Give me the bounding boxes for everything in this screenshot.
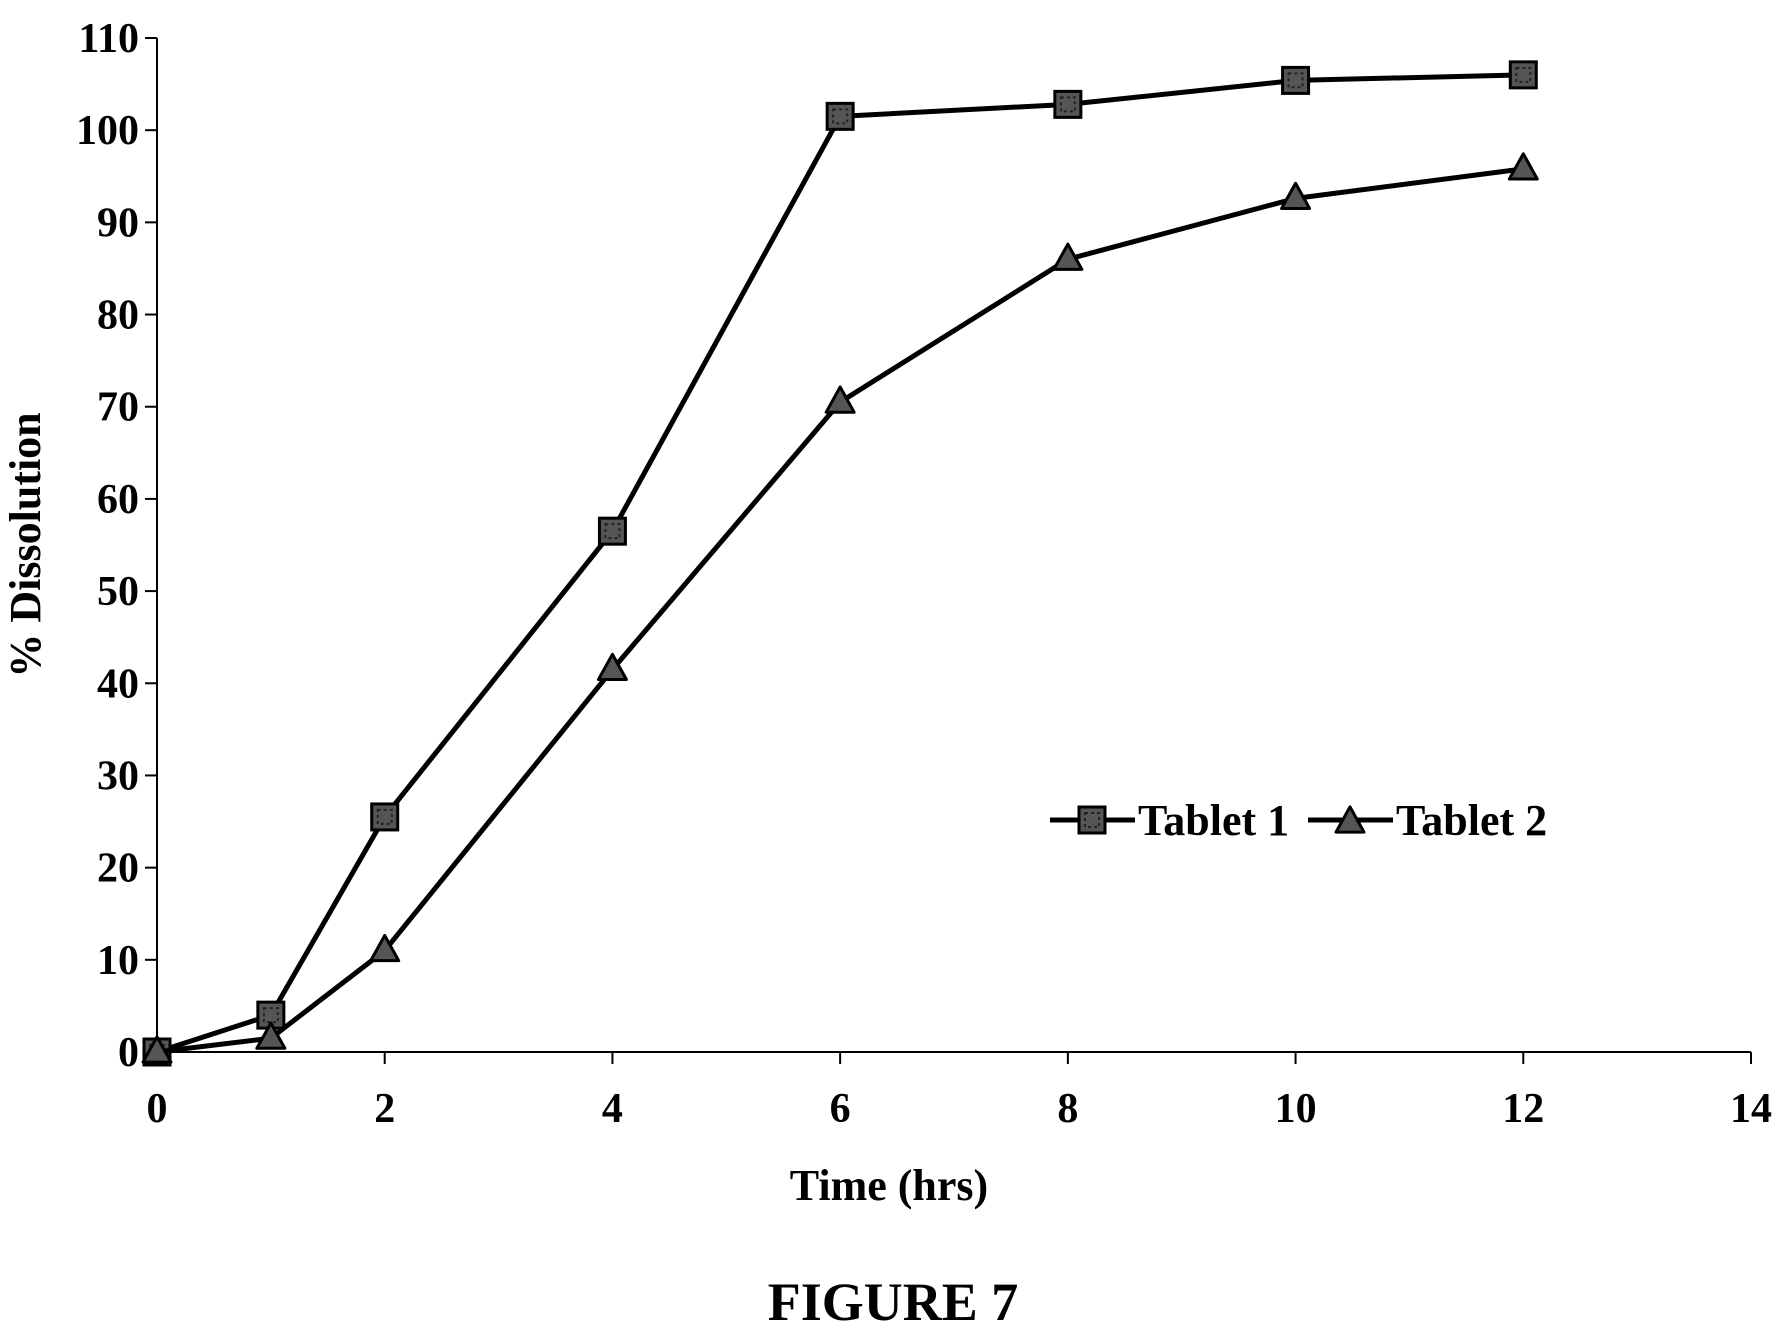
y-tick-label: 110 <box>78 16 139 62</box>
data-point <box>1052 242 1084 271</box>
y-tick-label: 60 <box>97 477 139 523</box>
y-tick-label: 40 <box>97 661 139 707</box>
y-tick-label: 0 <box>118 1030 139 1076</box>
legend-label: Tablet 2 <box>1396 796 1547 845</box>
legend-marker <box>1334 805 1366 834</box>
series-tablet-1 <box>142 60 1538 1067</box>
y-axis-title: % Dissolution <box>1 412 50 677</box>
y-tick-label: 20 <box>97 846 139 892</box>
data-point <box>1508 60 1538 90</box>
data-point <box>1507 152 1539 181</box>
x-tick-label: 4 <box>602 1086 623 1132</box>
data-point <box>1280 181 1312 210</box>
x-axis-title: Time (hrs) <box>790 1161 988 1210</box>
data-point <box>825 101 855 131</box>
legend: Tablet 1 Tablet 2 <box>1050 796 1547 845</box>
data-point <box>597 516 627 546</box>
data-point <box>255 1021 287 1050</box>
data-point <box>1281 65 1311 95</box>
x-tick-label: 2 <box>374 1086 395 1132</box>
series-tablet-2 <box>141 152 1539 1064</box>
y-tick-label: 90 <box>97 200 139 246</box>
legend-label: Tablet 1 <box>1138 796 1289 845</box>
x-tick-label: 6 <box>830 1086 851 1132</box>
figure-caption: FIGURE 7 <box>768 1272 1019 1332</box>
y-tick-label: 10 <box>97 938 139 984</box>
axes: 0 10 20 30 40 50 60 70 80 90 100 110 0 2 4 6 8 10 12 14 <box>76 16 1772 1132</box>
data-point <box>141 1035 173 1064</box>
y-tick-label: 80 <box>97 293 139 339</box>
y-tick-label: 70 <box>97 385 139 431</box>
data-point <box>596 652 628 682</box>
x-ticks: 0 2 4 6 8 10 12 14 <box>147 1052 1772 1132</box>
plot-series <box>141 60 1539 1067</box>
y-tick-label: 30 <box>97 753 139 799</box>
y-ticks: 0 10 20 30 40 50 60 70 80 90 100 110 <box>76 16 157 1076</box>
legend-item-2: Tablet 2 <box>1308 796 1547 845</box>
series-line <box>156 166 1524 1055</box>
data-point <box>1053 89 1083 119</box>
data-point <box>824 385 856 414</box>
y-tick-label: 50 <box>97 569 139 615</box>
data-point <box>370 802 400 832</box>
legend-marker <box>1077 805 1107 835</box>
series-line <box>156 72 1524 1055</box>
y-tick-label: 100 <box>76 108 139 154</box>
x-tick-label: 8 <box>1057 1086 1078 1132</box>
x-tick-label: 0 <box>147 1086 168 1132</box>
legend-item-1: Tablet 1 <box>1050 796 1289 845</box>
x-tick-label: 10 <box>1275 1086 1317 1132</box>
x-tick-label: 14 <box>1730 1086 1772 1132</box>
x-tick-label: 12 <box>1502 1086 1544 1132</box>
data-point <box>369 933 401 963</box>
